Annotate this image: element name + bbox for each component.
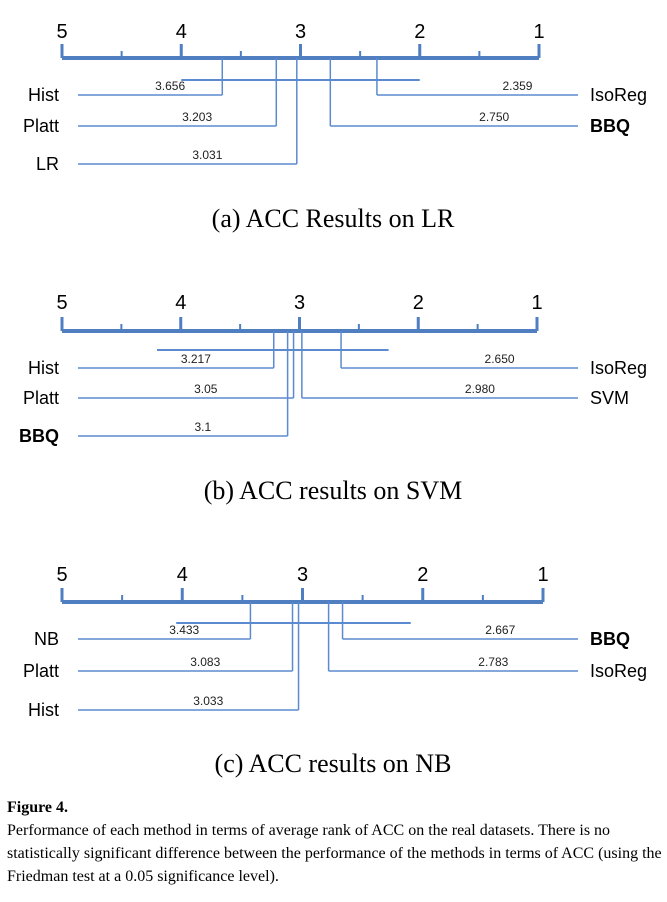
method-name-label: Hist bbox=[28, 700, 59, 720]
axis-tick-label: 5 bbox=[56, 21, 67, 43]
method-name-label: BBQ bbox=[590, 116, 630, 136]
method-name-label: NB bbox=[34, 629, 59, 649]
method-name-label: Platt bbox=[23, 661, 59, 681]
method-name-label: LR bbox=[36, 154, 59, 174]
axis-tick-label: 3 bbox=[294, 292, 305, 314]
axis-tick-label: 2 bbox=[414, 21, 425, 43]
rank-value-label: 2.783 bbox=[478, 655, 508, 669]
axis-tick-label: 2 bbox=[413, 292, 424, 314]
rank-value-label: 2.359 bbox=[502, 79, 532, 93]
method-name-label: IsoReg bbox=[590, 85, 647, 105]
axis-tick-label: 2 bbox=[417, 564, 428, 586]
panel-subtitle: (a) ACC Results on LR bbox=[212, 204, 455, 233]
method-name-label: IsoReg bbox=[590, 661, 647, 681]
rank-value-label: 2.980 bbox=[465, 382, 495, 396]
method-name-label: SVM bbox=[590, 388, 629, 408]
rank-value-label: 3.05 bbox=[194, 382, 218, 396]
rank-value-label: 2.750 bbox=[479, 110, 509, 124]
method-name-label: Platt bbox=[23, 116, 59, 136]
method-name-label: Platt bbox=[23, 388, 59, 408]
rank-value-label: 3.433 bbox=[169, 623, 199, 637]
axis-tick-label: 4 bbox=[177, 564, 188, 586]
panel-subtitle: (c) ACC results on NB bbox=[215, 749, 452, 778]
axis-tick-label: 3 bbox=[295, 21, 306, 43]
rank-value-label: 3.1 bbox=[194, 420, 211, 434]
axis-tick-label: 5 bbox=[56, 564, 67, 586]
axis-tick-label: 3 bbox=[297, 564, 308, 586]
axis-tick-label: 1 bbox=[537, 564, 548, 586]
panel-subtitle: (b) ACC results on SVM bbox=[204, 476, 463, 505]
method-name-label: Hist bbox=[28, 85, 59, 105]
method-name-label: IsoReg bbox=[590, 358, 647, 378]
caption-text: Performance of each method in terms of a… bbox=[7, 822, 662, 885]
axis-tick-label: 4 bbox=[175, 292, 186, 314]
rank-value-label: 3.033 bbox=[193, 694, 223, 708]
caption-title: Figure 4. bbox=[7, 799, 69, 816]
axis-tick-label: 1 bbox=[531, 292, 542, 314]
rank-value-label: 3.217 bbox=[181, 352, 211, 366]
figure-caption: Figure 4. Performance of each method in … bbox=[7, 796, 662, 888]
method-name-label: BBQ bbox=[19, 426, 59, 446]
axis-tick-label: 1 bbox=[533, 21, 544, 43]
rank-value-label: 2.667 bbox=[485, 623, 515, 637]
rank-value-label: 3.083 bbox=[190, 655, 220, 669]
rank-value-label: 3.031 bbox=[192, 148, 222, 162]
rank-value-label: 2.650 bbox=[485, 352, 515, 366]
axis-tick-label: 4 bbox=[176, 21, 187, 43]
axis-tick-label: 5 bbox=[56, 292, 67, 314]
rank-value-label: 3.656 bbox=[155, 79, 185, 93]
rank-value-label: 3.203 bbox=[182, 110, 212, 124]
method-name-label: BBQ bbox=[590, 629, 630, 649]
method-name-label: Hist bbox=[28, 358, 59, 378]
